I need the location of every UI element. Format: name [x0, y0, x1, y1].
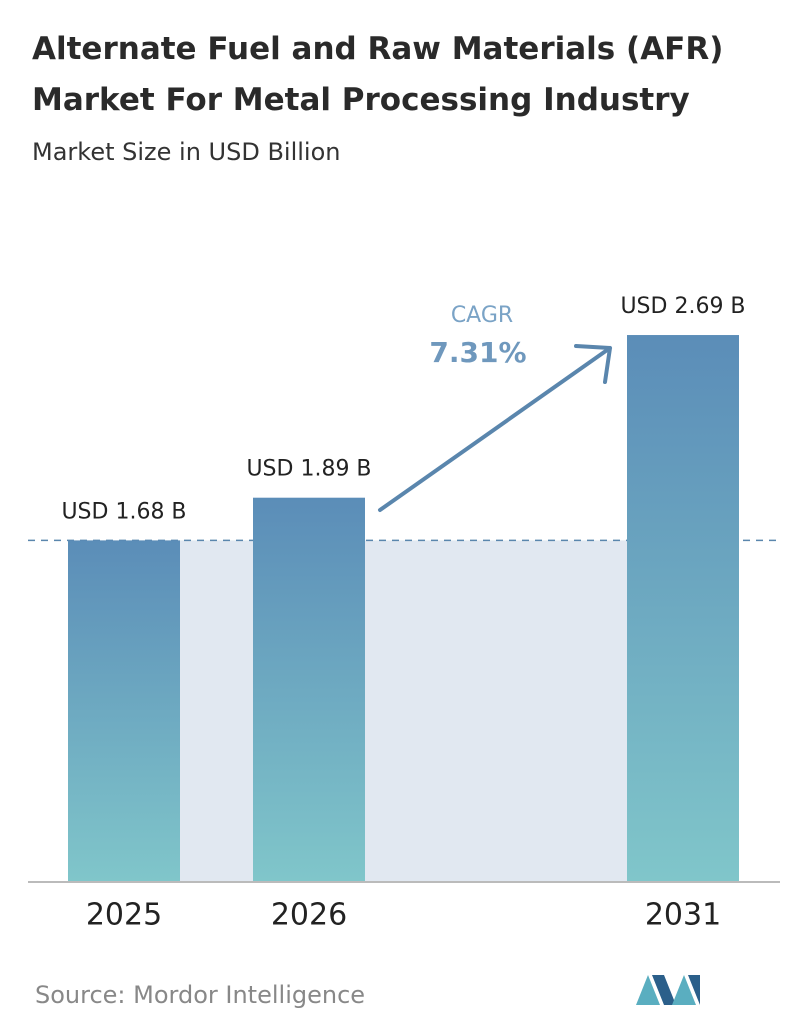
logo [636, 975, 700, 1005]
cagr-value: 7.31% [429, 336, 526, 369]
chart-title: Alternate Fuel and Raw Materials (AFR) Ma… [32, 31, 723, 118]
source: Source: Mordor Intelligence [35, 981, 365, 1009]
bar [68, 540, 180, 882]
cagr-label: CAGR [451, 303, 513, 328]
value-label: USD 2.69 B [620, 294, 745, 319]
bar [627, 335, 739, 882]
value-label: USD 1.89 B [246, 457, 371, 482]
cagr-arrow [378, 344, 612, 512]
value-label: USD 1.68 B [61, 499, 186, 524]
x-tick-label: 2026 [271, 898, 347, 933]
x-tick-label: 2025 [86, 898, 162, 933]
reference-band [124, 540, 683, 882]
bar [253, 497, 365, 882]
x-tick-label: 2031 [645, 898, 721, 933]
chart-subtitle: Market Size in USD Billion [32, 138, 340, 166]
